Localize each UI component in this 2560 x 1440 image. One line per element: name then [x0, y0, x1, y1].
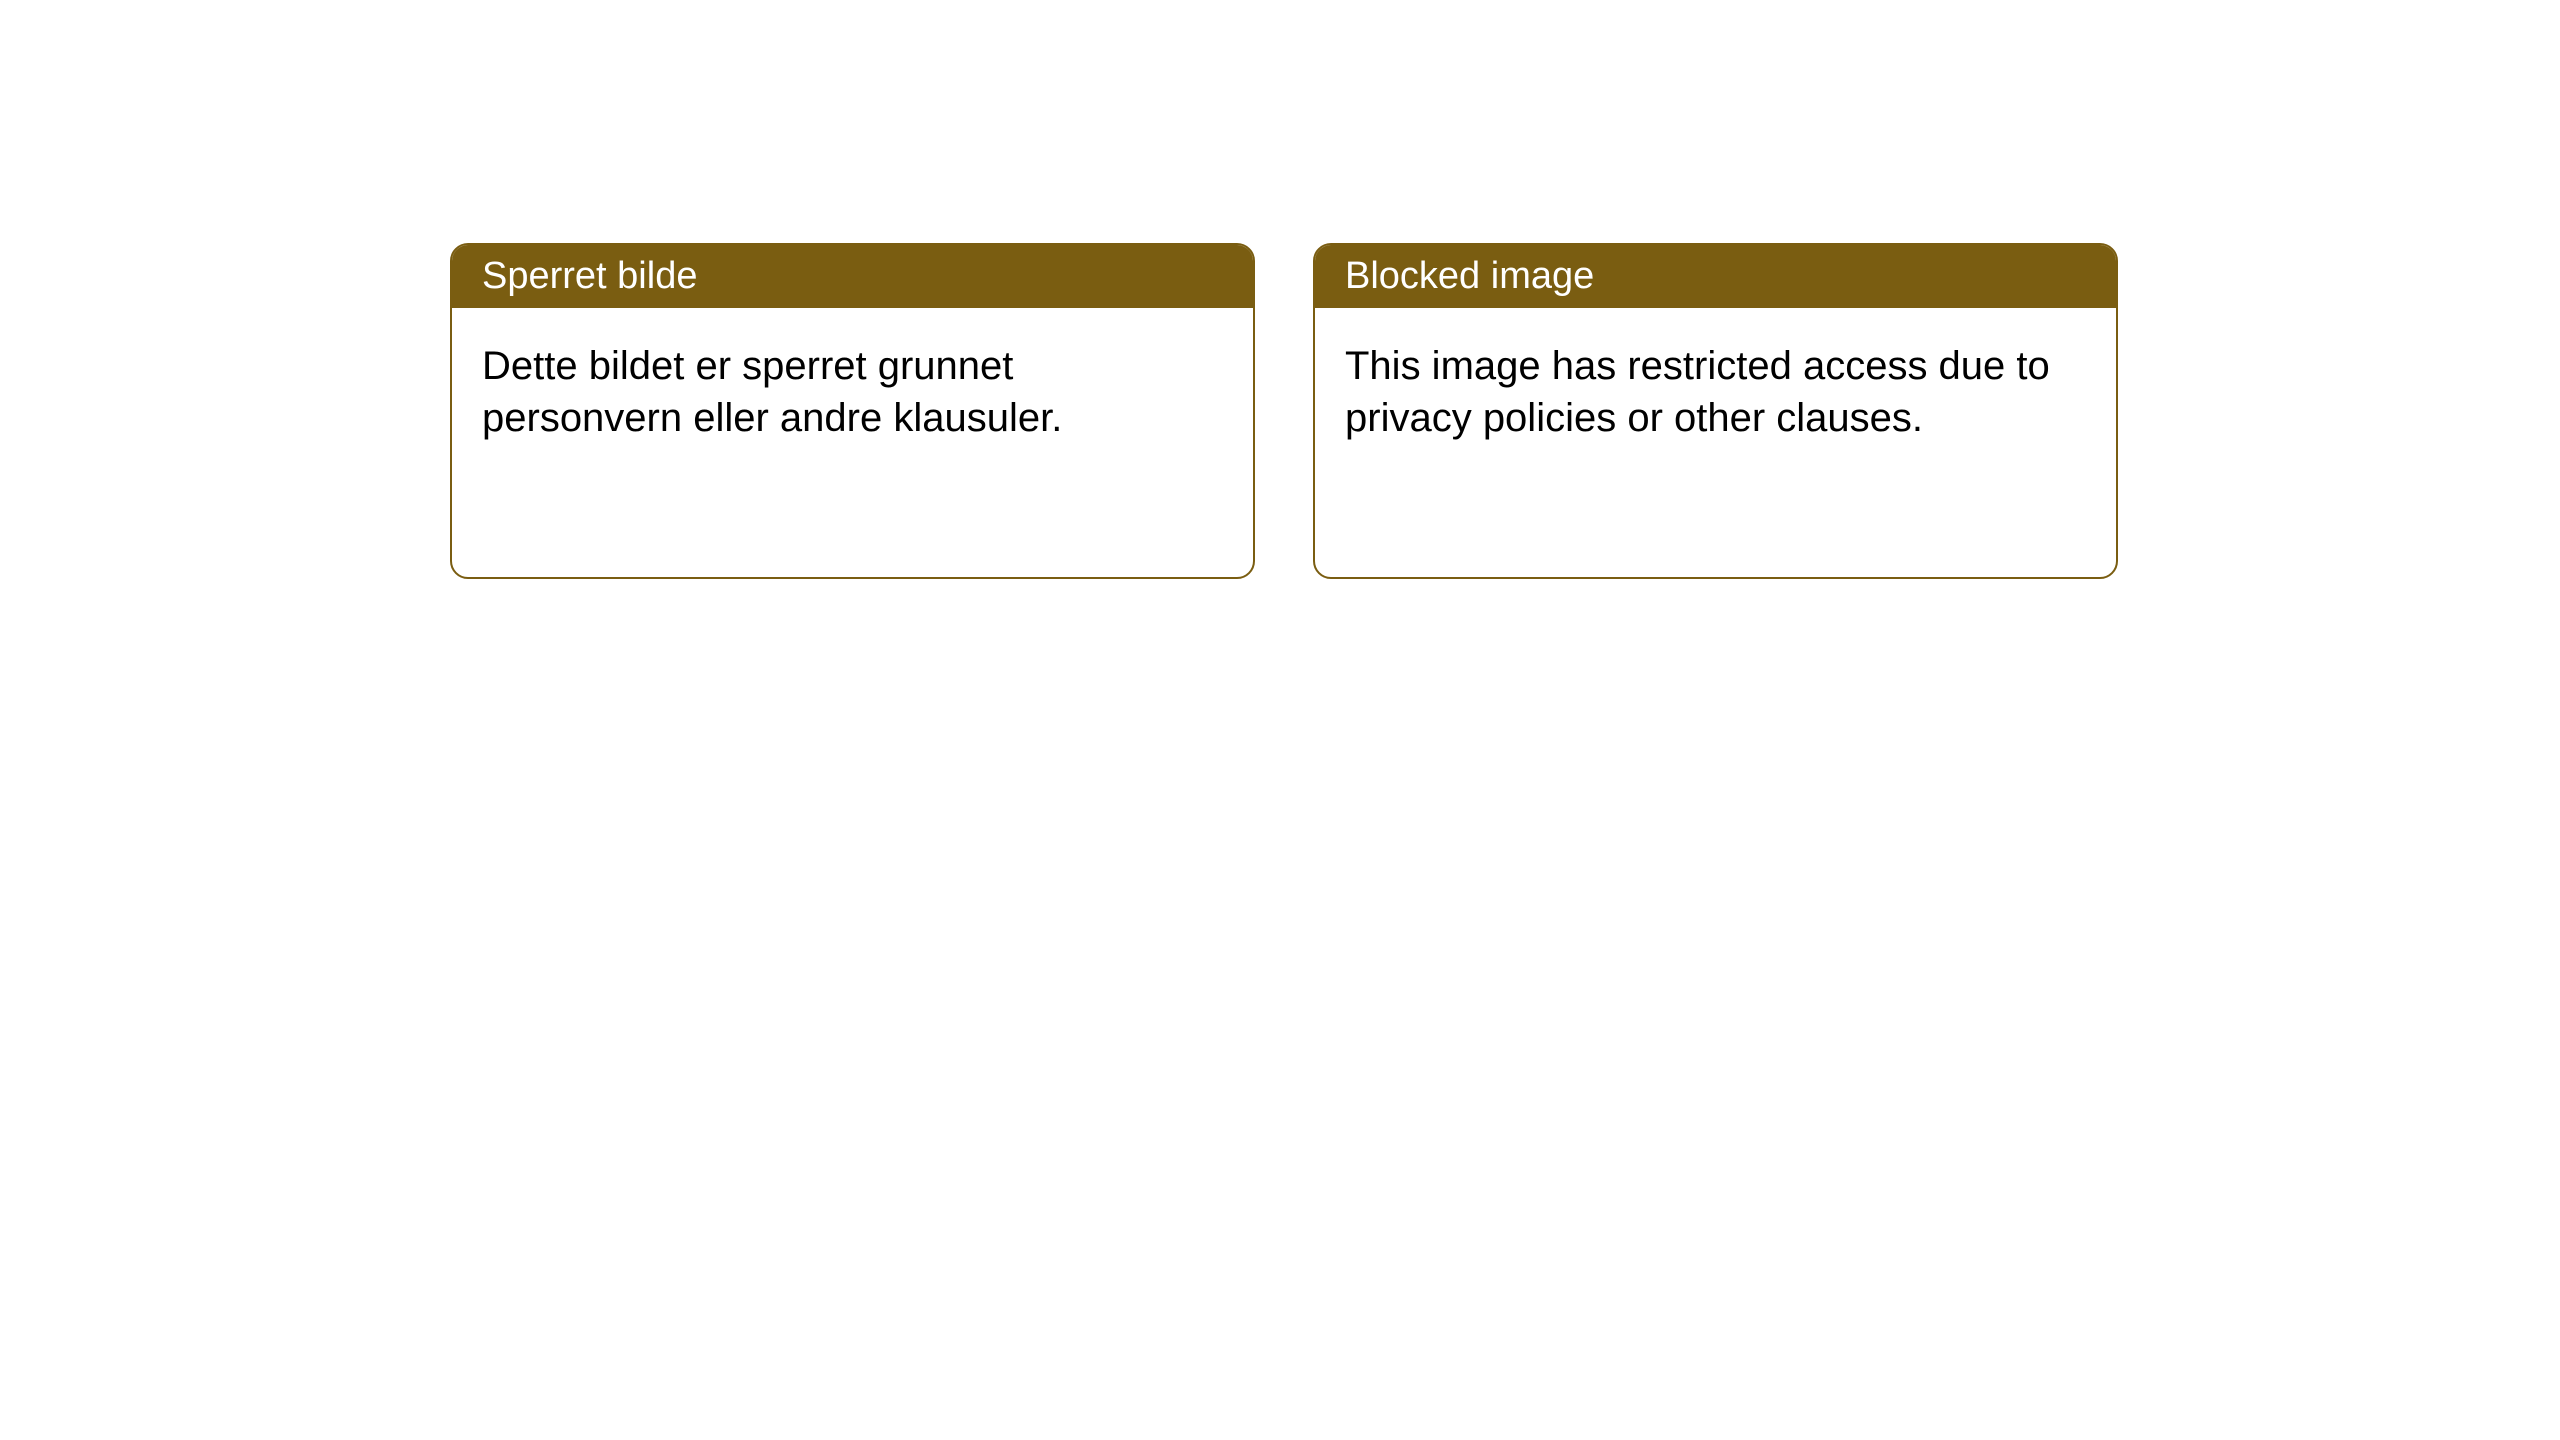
notice-box-english: Blocked image This image has restricted …	[1313, 243, 2118, 579]
notice-container: Sperret bilde Dette bildet er sperret gr…	[450, 243, 2118, 579]
notice-header: Sperret bilde	[452, 245, 1253, 308]
notice-body: This image has restricted access due to …	[1315, 308, 2116, 476]
notice-header: Blocked image	[1315, 245, 2116, 308]
notice-box-norwegian: Sperret bilde Dette bildet er sperret gr…	[450, 243, 1255, 579]
notice-body: Dette bildet er sperret grunnet personve…	[452, 308, 1253, 476]
